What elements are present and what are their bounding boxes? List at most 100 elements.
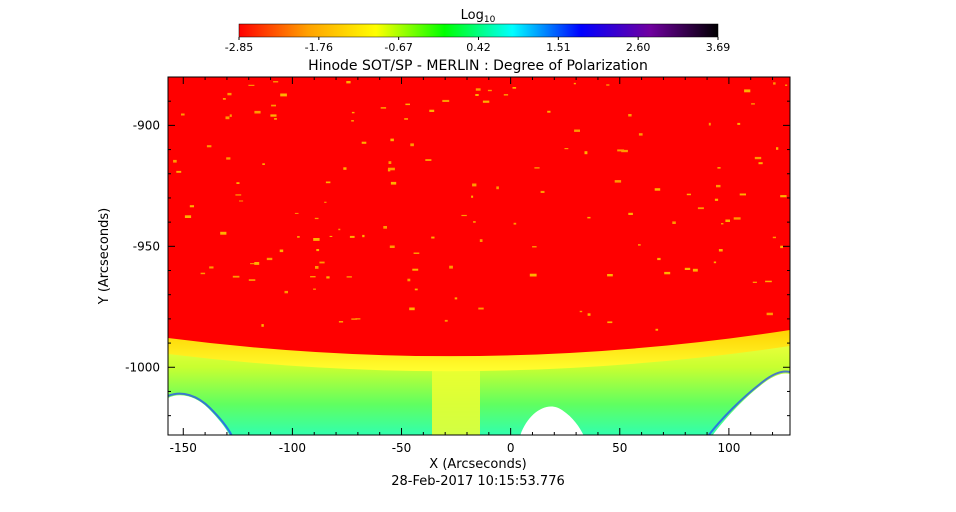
- disk-speckle: [482, 100, 490, 103]
- disk-speckle: [564, 148, 569, 150]
- disk-speckle: [721, 223, 724, 225]
- disk-speckle: [316, 249, 320, 252]
- y-axis-ticks: -900 -950 -1000: [125, 76, 790, 417]
- disk-speckle: [261, 324, 264, 327]
- disk-speckle: [473, 221, 476, 223]
- off-limb-blank-right: [712, 373, 790, 435]
- off-limb-blank-center: [520, 406, 584, 435]
- x-tick-label: 50: [612, 441, 627, 455]
- disk-speckle: [351, 318, 358, 320]
- disk-speckle: [785, 84, 788, 86]
- disk-speckle: [697, 207, 704, 210]
- disk-speckle: [425, 159, 432, 161]
- disk-speckle: [390, 138, 394, 142]
- disk-speckle: [329, 235, 333, 237]
- disk-speckle: [407, 278, 411, 282]
- timestamp: 28-Feb-2017 10:15:53.776: [391, 474, 565, 489]
- disk-speckle: [692, 268, 698, 272]
- disk-speckle: [733, 217, 741, 220]
- colorbar-tick-label: 2.60: [626, 41, 651, 54]
- disk-speckle: [714, 198, 719, 201]
- disk-speckle: [587, 313, 591, 316]
- disk-speckle: [324, 201, 327, 203]
- disk-speckle: [338, 228, 341, 231]
- disk-speckle: [621, 149, 628, 153]
- disk-speckle: [176, 170, 182, 173]
- disk-speckle: [534, 167, 540, 169]
- disk-speckle: [449, 265, 453, 269]
- disk-speckle: [220, 231, 227, 235]
- disk-speckle: [388, 161, 392, 164]
- disk-speckle: [758, 162, 763, 165]
- colorbar-tick-label: 3.69: [706, 41, 731, 54]
- disk-speckle: [173, 159, 177, 163]
- disk-speckle: [573, 82, 576, 85]
- disk-speckle: [773, 82, 776, 85]
- x-tick-label: 0: [507, 441, 515, 455]
- disk-speckle: [776, 147, 779, 150]
- off-limb-dark-fringe: [168, 392, 233, 435]
- disk-speckle: [479, 239, 483, 242]
- disk-speckle: [496, 186, 499, 190]
- disk-speckle: [254, 110, 261, 114]
- disk-speckle: [461, 214, 467, 217]
- colorbar-gradient: [238, 23, 719, 38]
- disk-speckle: [471, 195, 474, 198]
- disk-speckle: [248, 84, 255, 86]
- disk-speckle: [716, 184, 721, 188]
- disk-speckle: [351, 120, 354, 122]
- solar-disk-region: [168, 77, 790, 357]
- y-tick-label: -1000: [125, 360, 160, 374]
- disk-speckle: [351, 111, 355, 114]
- disk-speckle: [405, 103, 410, 106]
- colorbar: Log10 -2.85 -1.76 -0.67 0.42 1.51 2.60 3.69: [225, 8, 730, 54]
- disk-speckle: [250, 263, 257, 265]
- disk-speckle: [672, 221, 676, 224]
- disk-speckle: [657, 257, 661, 261]
- disk-speckle: [209, 266, 214, 269]
- disk-speckle: [607, 321, 613, 324]
- disk-speckle: [547, 110, 551, 113]
- disk-speckle: [343, 167, 347, 170]
- disk-speckle: [227, 92, 232, 96]
- disk-speckle: [739, 193, 746, 196]
- disk-speckle: [235, 194, 242, 196]
- disk-speckle: [638, 133, 643, 136]
- disk-speckle: [628, 212, 633, 215]
- disk-speckles: [173, 81, 788, 331]
- disk-speckle: [579, 310, 583, 313]
- disk-speckle: [487, 89, 492, 92]
- disk-speckle: [444, 319, 448, 322]
- disk-speckle: [725, 219, 730, 222]
- y-tick-label: -950: [133, 239, 160, 253]
- disk-speckle: [412, 268, 419, 271]
- disk-speckle: [765, 280, 772, 283]
- disk-speckle: [513, 222, 517, 225]
- disk-speckle: [313, 238, 320, 241]
- disk-speckle: [266, 257, 273, 261]
- disk-speckle: [718, 249, 723, 252]
- colorbar-label: Log10: [461, 8, 496, 25]
- disk-speckle: [310, 276, 316, 278]
- off-limb-blank-left: [168, 395, 230, 435]
- disk-speckle: [607, 274, 613, 277]
- y-tick-label: -900: [133, 118, 160, 132]
- disk-speckle: [664, 271, 671, 275]
- off-limb-dark-fringe-right: [707, 370, 790, 435]
- disk-speckle: [529, 273, 537, 277]
- disk-speckle: [478, 307, 484, 310]
- disk-speckle: [512, 87, 517, 89]
- disk-speckle: [584, 151, 588, 155]
- x-tick-label: -50: [392, 441, 412, 455]
- x-tick-label: -100: [279, 441, 306, 455]
- disk-speckle: [389, 245, 395, 248]
- disk-speckle: [181, 113, 185, 116]
- disk-speckle: [388, 167, 395, 171]
- disk-speckle: [472, 183, 477, 187]
- disk-speckle: [708, 122, 711, 126]
- disk-speckle: [274, 118, 277, 120]
- disk-speckle: [780, 195, 787, 198]
- colorbar-tick-label: -0.67: [384, 41, 412, 54]
- disk-speckle: [587, 216, 591, 219]
